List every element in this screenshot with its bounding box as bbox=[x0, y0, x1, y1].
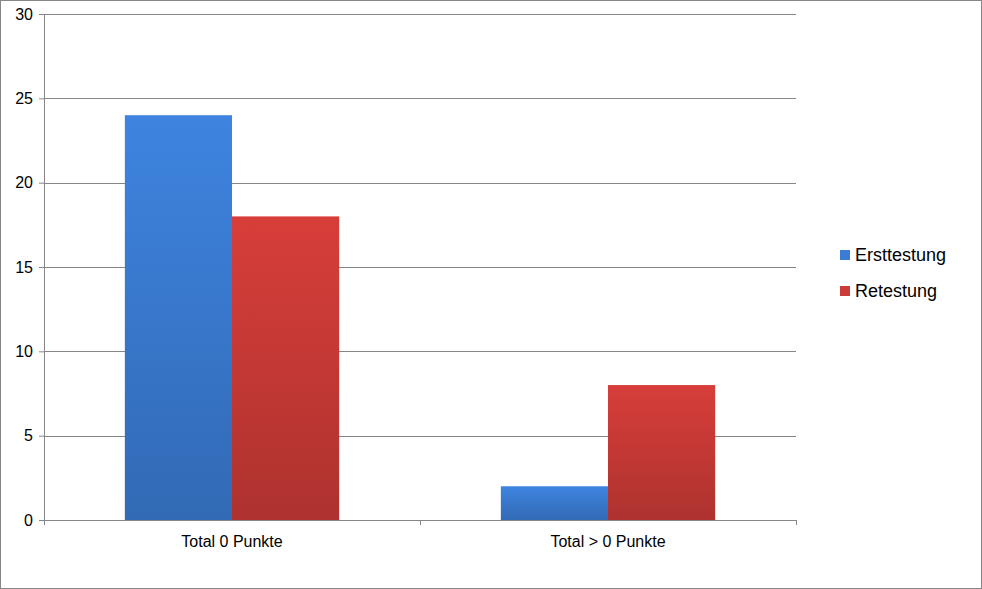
y-tick-mark bbox=[39, 267, 44, 268]
y-axis: 0 5 10 15 20 25 30 bbox=[15, 6, 44, 529]
y-tick: 25 bbox=[15, 90, 44, 107]
grid-line bbox=[44, 14, 796, 15]
y-tick: 10 bbox=[15, 343, 44, 360]
y-tick-mark bbox=[39, 98, 44, 99]
category-separator bbox=[44, 520, 45, 525]
bar bbox=[125, 115, 232, 520]
x-axis: Total 0 Punkte Total > 0 Punkte bbox=[45, 520, 797, 550]
y-tick-mark bbox=[39, 351, 44, 352]
legend-label: Retestung bbox=[855, 281, 937, 301]
y-tick: 20 bbox=[15, 174, 44, 191]
y-tick-label: 25 bbox=[15, 90, 33, 107]
bars bbox=[125, 115, 715, 520]
y-tick: 5 bbox=[24, 427, 44, 444]
y-tick-label: 30 bbox=[15, 6, 33, 23]
legend-item: Ersttestung bbox=[840, 245, 946, 265]
grid bbox=[44, 15, 796, 521]
y-tick: 15 bbox=[15, 259, 44, 276]
chart: 0 5 10 15 20 25 30 Total 0 Punkte Total > 0 Punk… bbox=[0, 0, 982, 589]
y-tick-mark bbox=[39, 436, 44, 437]
legend-item: Retestung bbox=[840, 281, 937, 301]
bar bbox=[232, 216, 339, 520]
y-tick-mark bbox=[39, 183, 44, 184]
y-tick-label: 5 bbox=[24, 427, 33, 444]
y-tick-label: 0 bbox=[24, 512, 33, 529]
y-tick: 30 bbox=[15, 6, 44, 23]
y-tick-label: 15 bbox=[15, 259, 33, 276]
y-tick-label: 10 bbox=[15, 343, 33, 360]
x-tick: Total 0 Punkte bbox=[181, 520, 283, 550]
legend: Ersttestung Retestung bbox=[840, 245, 946, 301]
y-tick-mark bbox=[39, 520, 44, 521]
bar-series bbox=[125, 115, 608, 520]
legend-label: Ersttestung bbox=[855, 245, 946, 265]
y-tick: 0 bbox=[24, 512, 44, 529]
y-tick-mark bbox=[39, 14, 44, 15]
category-separator bbox=[420, 520, 421, 525]
chart-frame bbox=[1, 1, 982, 589]
legend-swatch bbox=[840, 286, 850, 296]
grid-line bbox=[44, 98, 796, 99]
bar-series bbox=[232, 216, 715, 520]
plot-area: 0 5 10 15 20 25 30 Total 0 Punkte Total > 0 Punk… bbox=[15, 6, 796, 551]
bar bbox=[501, 486, 608, 520]
y-tick-label: 20 bbox=[15, 174, 33, 191]
legend-swatch bbox=[840, 250, 850, 260]
x-tick-label: Total 0 Punkte bbox=[181, 533, 283, 550]
x-tick: Total > 0 Punkte bbox=[550, 520, 665, 550]
bar bbox=[608, 385, 715, 520]
y-axis-line bbox=[39, 15, 45, 521]
x-tick-label: Total > 0 Punkte bbox=[550, 533, 665, 550]
category-separator bbox=[796, 520, 797, 525]
